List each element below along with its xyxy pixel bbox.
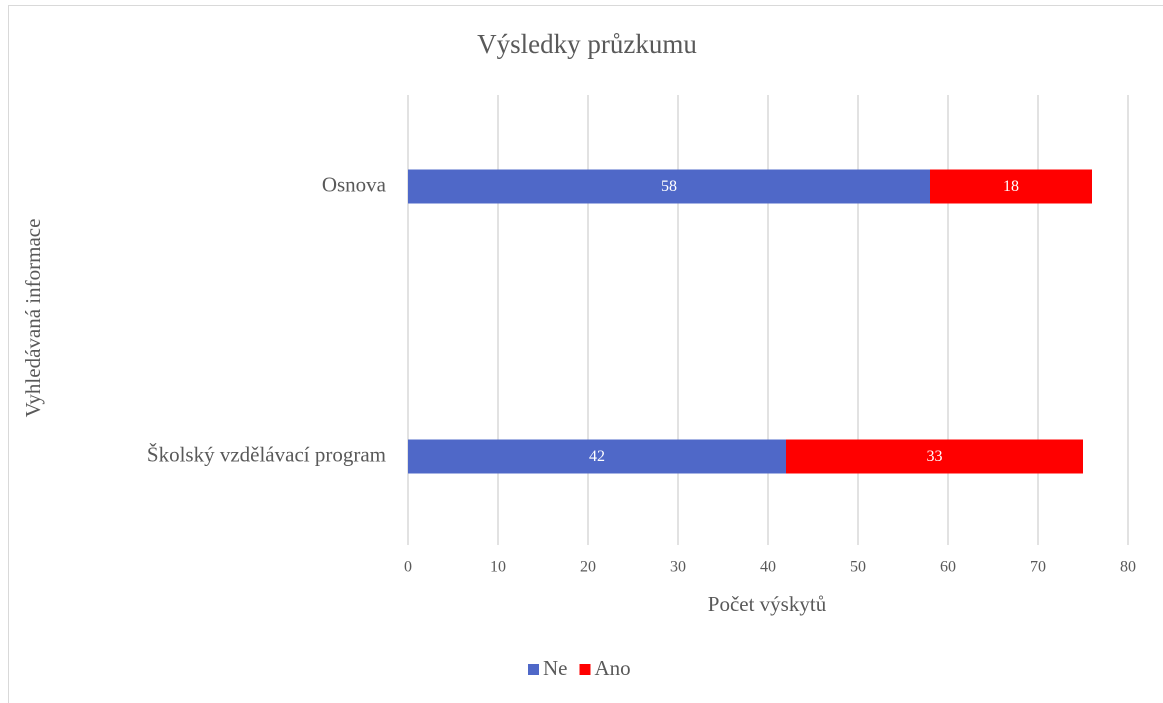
x-tick-label: 10 [490, 559, 506, 576]
bar [408, 439, 786, 474]
x-tick-label: 70 [1030, 559, 1046, 576]
x-tick-label: 40 [760, 559, 776, 576]
y-tick-label: Osnova [322, 172, 387, 196]
data-label: 33 [927, 448, 943, 465]
legend-swatch [528, 664, 539, 675]
x-tick-label: 20 [580, 559, 596, 576]
y-tick-label: Školský vzdělávací program [147, 442, 386, 466]
bar [408, 169, 930, 204]
chart-title: Výsledky průzkumu [477, 29, 697, 59]
bar [930, 169, 1092, 204]
data-label: 18 [1003, 178, 1019, 195]
data-label: 58 [661, 178, 677, 195]
x-tick-label: 0 [404, 559, 412, 576]
legend-swatch [579, 664, 591, 675]
x-tick-label: 30 [670, 559, 686, 576]
x-tick-label: 80 [1120, 559, 1136, 576]
data-label: 42 [589, 448, 605, 465]
x-axis-title: Počet výskytů [708, 592, 827, 616]
y-axis-title: Vyhledávaná informace [21, 219, 45, 418]
x-tick-label: 60 [940, 559, 956, 576]
chart-border [8, 5, 1163, 703]
legend-label: Ne [543, 656, 568, 680]
x-tick-label: 50 [850, 559, 866, 576]
bar [786, 439, 1083, 474]
legend-label: Ano [595, 656, 631, 680]
